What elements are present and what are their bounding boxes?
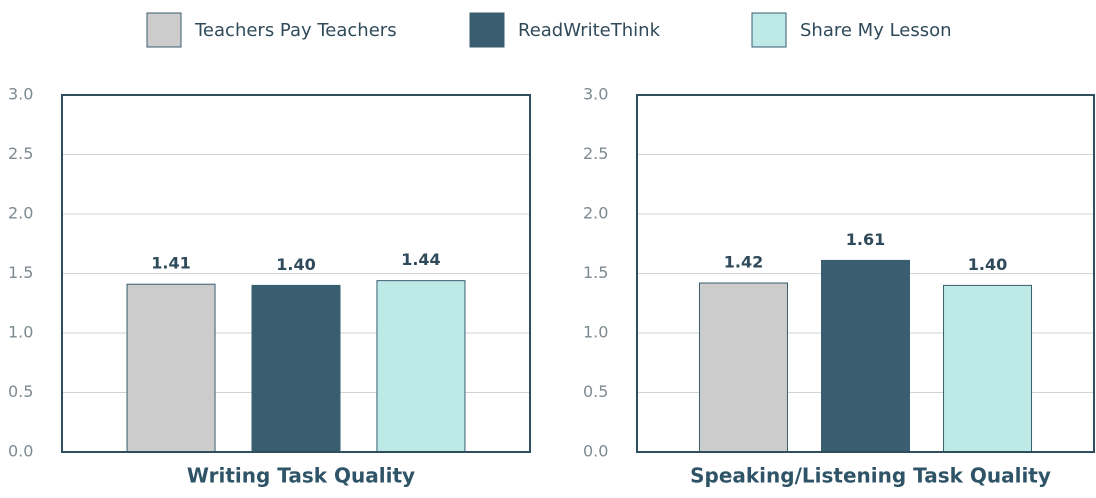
legend-label: ReadWriteThink: [518, 20, 661, 41]
legend-swatch: [751, 12, 787, 48]
y-tick-label: 3.0: [583, 85, 608, 104]
plot-frame: [61, 94, 531, 453]
bar: [251, 284, 341, 453]
value-label: 1.42: [724, 253, 763, 272]
y-tick-label: 0.0: [583, 442, 608, 461]
y-tick-label: 1.0: [8, 323, 33, 342]
y-tick-label: 0.5: [8, 382, 33, 401]
bar: [821, 259, 910, 453]
y-tick-label: 3.0: [8, 85, 33, 104]
value-label: 1.40: [968, 255, 1007, 274]
legend-label: Teachers Pay Teachers: [194, 20, 397, 41]
value-label: 1.44: [401, 250, 440, 269]
y-tick-label: 0.5: [583, 382, 608, 401]
bar: [126, 283, 216, 453]
legend-swatch: [146, 12, 182, 48]
legend-swatch: [469, 12, 505, 48]
y-tick-label: 1.5: [8, 263, 33, 282]
plot-frame: [636, 94, 1095, 453]
legend-label: Share My Lesson: [800, 20, 952, 41]
y-tick-label: 2.5: [8, 144, 33, 163]
y-tick-label: 2.0: [583, 204, 608, 223]
bar: [698, 282, 788, 453]
value-label: 1.41: [151, 254, 190, 273]
bar: [376, 280, 466, 453]
chart-title: Speaking/Listening Task Quality: [690, 464, 1051, 488]
y-tick-label: 0.0: [8, 442, 33, 461]
value-label: 1.40: [276, 255, 315, 274]
chart-title: Writing Task Quality: [187, 464, 415, 488]
y-tick-label: 2.0: [8, 204, 33, 223]
bar: [943, 284, 1033, 453]
y-tick-label: 1.5: [583, 263, 608, 282]
y-tick-label: 2.5: [583, 144, 608, 163]
y-tick-label: 1.0: [583, 323, 608, 342]
value-label: 1.61: [846, 230, 885, 249]
